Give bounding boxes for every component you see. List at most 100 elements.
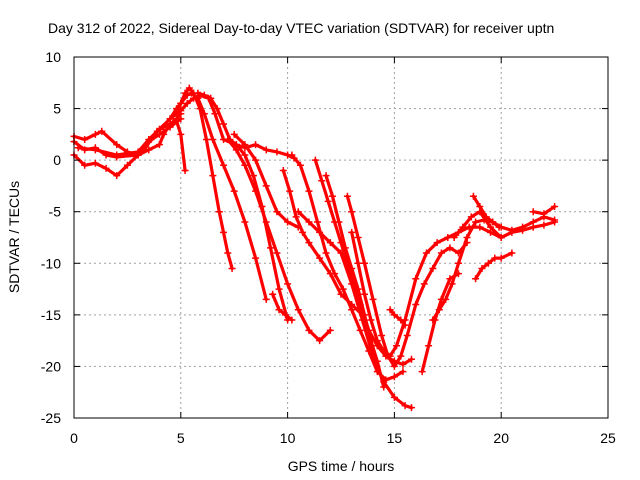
data-point bbox=[288, 316, 296, 324]
data-point bbox=[200, 91, 208, 99]
data-point bbox=[267, 244, 275, 252]
data-point bbox=[459, 223, 467, 231]
data-point bbox=[305, 187, 313, 195]
data-point bbox=[540, 210, 548, 218]
data-point bbox=[429, 264, 437, 272]
data-point bbox=[281, 311, 289, 319]
data-point bbox=[497, 234, 505, 241]
data-point bbox=[348, 228, 356, 236]
data-point bbox=[508, 249, 516, 257]
data-point bbox=[305, 239, 313, 247]
data-point bbox=[380, 347, 388, 355]
data-point bbox=[495, 223, 503, 231]
data-point bbox=[273, 208, 281, 216]
x-tick-label: 25 bbox=[600, 430, 616, 446]
data-point bbox=[224, 136, 232, 144]
data-point bbox=[318, 177, 326, 185]
data-point bbox=[418, 368, 426, 376]
data-point bbox=[551, 203, 559, 211]
data-point bbox=[399, 368, 407, 376]
data-point bbox=[412, 301, 420, 309]
data-point bbox=[472, 275, 480, 283]
data-point bbox=[467, 213, 475, 221]
data-point bbox=[390, 311, 398, 319]
data-point bbox=[401, 402, 409, 410]
data-point bbox=[354, 285, 362, 293]
data-point bbox=[335, 218, 343, 226]
series-s17 bbox=[324, 174, 386, 389]
data-point bbox=[241, 218, 249, 226]
data-point bbox=[232, 146, 240, 154]
data-point bbox=[365, 347, 373, 355]
data-point bbox=[166, 120, 174, 128]
data-point bbox=[288, 151, 296, 159]
data-point bbox=[472, 218, 480, 226]
data-point bbox=[181, 89, 189, 97]
data-point bbox=[279, 166, 287, 174]
data-point bbox=[262, 295, 270, 303]
x-axis-label: GPS time / hours bbox=[288, 458, 395, 474]
data-point bbox=[399, 360, 407, 368]
data-point bbox=[435, 306, 443, 314]
data-point bbox=[91, 146, 99, 154]
data-point bbox=[348, 208, 356, 216]
y-tick-label: 5 bbox=[53, 101, 61, 117]
x-tick-label: 20 bbox=[493, 430, 509, 446]
data-point bbox=[284, 280, 292, 288]
data-point bbox=[369, 295, 377, 303]
data-point bbox=[540, 221, 548, 229]
data-point bbox=[241, 141, 249, 149]
data-point bbox=[213, 105, 221, 113]
data-point bbox=[444, 234, 452, 241]
y-tick-label: -25 bbox=[41, 410, 61, 426]
data-point bbox=[529, 223, 537, 231]
data-point bbox=[476, 203, 484, 211]
data-point bbox=[81, 161, 89, 169]
data-point bbox=[403, 331, 411, 339]
y-tick-label: -5 bbox=[49, 204, 62, 220]
data-point bbox=[220, 228, 228, 236]
data-point bbox=[98, 127, 106, 135]
data-point bbox=[294, 306, 302, 314]
data-point bbox=[177, 99, 185, 107]
data-point bbox=[241, 151, 249, 159]
data-point bbox=[463, 234, 471, 241]
data-point bbox=[74, 144, 82, 152]
data-point bbox=[450, 234, 458, 241]
data-point bbox=[273, 249, 281, 257]
y-tick-label: -10 bbox=[41, 255, 61, 271]
x-tick-label: 10 bbox=[280, 430, 296, 446]
data-point bbox=[390, 373, 398, 381]
data-point bbox=[429, 316, 437, 324]
data-point bbox=[113, 151, 121, 159]
data-point bbox=[215, 208, 223, 216]
data-point bbox=[446, 244, 454, 252]
data-point bbox=[373, 357, 381, 365]
data-point bbox=[160, 123, 168, 131]
data-point bbox=[360, 311, 368, 319]
data-point bbox=[497, 254, 505, 262]
data-point bbox=[433, 239, 441, 247]
data-point bbox=[454, 259, 462, 267]
data-point bbox=[397, 316, 405, 324]
data-point bbox=[286, 187, 294, 195]
data-point bbox=[209, 136, 217, 144]
data-point bbox=[249, 172, 257, 180]
data-point bbox=[354, 234, 362, 241]
series-group bbox=[70, 84, 559, 412]
series-s4 bbox=[76, 93, 296, 160]
x-tick-label: 15 bbox=[387, 430, 403, 446]
data-point bbox=[113, 141, 121, 149]
data-point bbox=[299, 228, 307, 236]
series-s15 bbox=[290, 153, 405, 382]
data-point bbox=[448, 280, 456, 288]
data-point bbox=[407, 404, 415, 412]
data-point bbox=[252, 156, 260, 164]
series-s21 bbox=[420, 272, 461, 374]
data-point bbox=[196, 105, 204, 113]
data-point bbox=[202, 136, 210, 144]
data-point bbox=[356, 326, 364, 334]
data-point bbox=[348, 306, 356, 314]
y-tick-label: 0 bbox=[53, 152, 61, 168]
data-point bbox=[324, 197, 332, 205]
